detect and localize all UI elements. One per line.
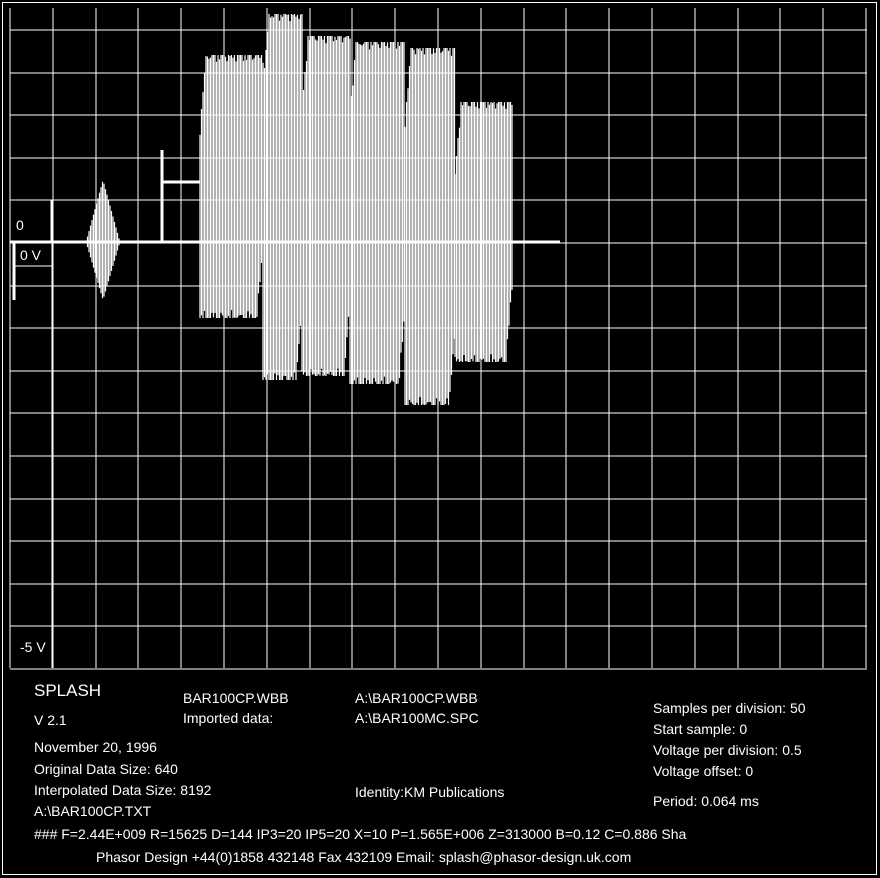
spc-file-path: A:\BAR100MC.SPC (355, 710, 479, 726)
baseline-trace (10, 150, 560, 300)
date: November 20, 1996 (34, 739, 157, 755)
original-data-size: Original Data Size: 640 (34, 761, 178, 777)
samples-per-division: Samples per division: 50 (653, 700, 806, 716)
waveform-trace (10, 14, 560, 405)
period: Period: 0.064 ms (653, 793, 759, 809)
version: V 2.1 (34, 712, 67, 728)
app-name: SPLASH (34, 681, 102, 700)
interpolated-data-size: Interpolated Data Size: 8192 (34, 782, 212, 798)
contact-line: Phasor Design +44(0)1858 432148 Fax 4321… (96, 849, 632, 865)
start-sample: Start sample: 0 (653, 721, 748, 737)
voltage-per-division: Voltage per division: 0.5 (653, 742, 802, 758)
zero-marker-label: 0 (16, 217, 24, 233)
zero-volt-label: 0 V (20, 247, 42, 263)
txt-file-path: A:\BAR100CP.TXT (34, 803, 152, 819)
wbb-file-name: BAR100CP.WBB (183, 690, 289, 706)
parameter-line: ### F=2.44E+009 R=15625 D=144 IP3=20 IP5… (34, 826, 687, 842)
wbb-file-path: A:\BAR100CP.WBB (355, 690, 478, 706)
minus-five-volt-label: -5 V (20, 639, 46, 655)
oscilloscope-display (9, 8, 867, 670)
info-panel: SPLASH V 2.1 November 20, 1996 Original … (10, 672, 872, 872)
voltage-offset: Voltage offset: 0 (653, 763, 754, 779)
imported-data-label: Imported data: (183, 710, 274, 726)
identity: Identity:KM Publications (355, 784, 505, 800)
signal-bursts (86, 14, 513, 405)
